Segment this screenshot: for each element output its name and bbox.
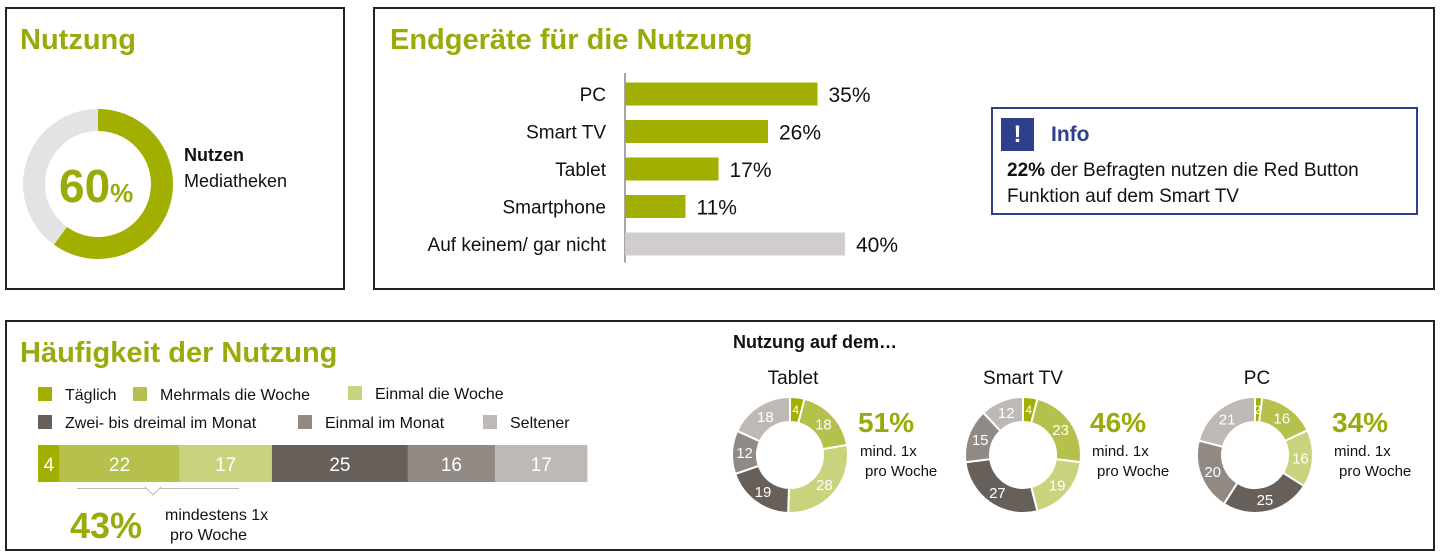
frequency-legend-swatch [348, 386, 362, 400]
info-box: ! Info 22% der Befragten nutzen die Red … [991, 107, 1418, 215]
frequency-summary-line1: mindestens 1x [165, 507, 269, 524]
devices-category-label: Smartphone [502, 198, 606, 219]
devices-value-label: 11% [697, 197, 737, 220]
frequency-legend-swatch [38, 387, 52, 401]
device-donut-value-label: 19 [1049, 477, 1066, 494]
device-donut-value-label: 15 [972, 432, 989, 449]
frequency-legend-label: Täglich [65, 387, 117, 404]
frequency-summary-line2: pro Woche [170, 527, 248, 544]
frequency-segment-label: 25 [329, 455, 350, 476]
usage-percent-sign: % [110, 178, 134, 208]
device-donut-value-label: 20 [1204, 464, 1221, 481]
device-donut-value-label: 4 [792, 403, 799, 417]
frequency-segment-label: 17 [531, 455, 552, 476]
frequency-segment-label: 17 [215, 455, 236, 476]
exclamation-glyph: ! [1013, 121, 1022, 148]
device-donut-summary-value: 46% [1090, 407, 1146, 438]
frequency-right-title: Nutzung auf dem… [733, 332, 897, 352]
frequency-legend-label: Einmal die Woche [375, 386, 504, 403]
usage-donut-slice [23, 109, 98, 245]
device-donut-value-label: 23 [1052, 422, 1069, 439]
devices-value-label: 26% [779, 122, 821, 145]
device-donut-value-label: 27 [989, 485, 1006, 502]
exclamation-icon: ! [1001, 118, 1034, 151]
devices-title: Endgeräte für die Nutzung [390, 24, 753, 56]
device-donut-summary-value: 51% [858, 407, 914, 438]
info-text: 22% der Befragten nutzen die Red Button … [1007, 158, 1359, 210]
device-donut-value-label: 19 [755, 484, 772, 501]
device-donut-slice [981, 395, 1024, 433]
usage-label-bold: Nutzen [184, 145, 244, 165]
devices-bar [625, 195, 686, 218]
devices-category-label: Auf keinem/ gar nicht [428, 235, 607, 256]
device-donut-value-label: 18 [757, 409, 774, 426]
usage-percent-value: 60 [59, 160, 111, 212]
device-donut-value-label: 16 [1273, 411, 1290, 428]
frequency-legend-label: Seltener [510, 415, 570, 432]
device-donut-value-label: 12 [998, 405, 1015, 422]
frequency-legend-swatch [483, 415, 497, 429]
devices-category-label: Smart TV [526, 123, 606, 144]
devices-value-label: 40% [856, 234, 898, 257]
device-donut-summary-line2: pro Woche [1339, 463, 1411, 480]
device-donut-value-label: 12 [736, 445, 753, 462]
devices-value-label: 35% [829, 84, 871, 107]
usage-label: Mediatheken [184, 171, 288, 191]
frequency-segment-label: 22 [109, 455, 130, 476]
device-donut-slice [735, 395, 791, 443]
devices-bar [625, 232, 845, 256]
frequency-title: Häufigkeit der Nutzung [20, 337, 338, 369]
device-donut-summary-line1: mind. 1x [1092, 443, 1149, 460]
frequency-segment [179, 445, 272, 482]
frequency-segment [407, 445, 495, 482]
device-donut-title: Smart TV [983, 368, 1063, 389]
device-donut-value-label: 18 [815, 417, 832, 434]
devices-bar [625, 157, 719, 181]
frequency-segment [59, 445, 180, 482]
device-donut-value-label: 4 [1025, 403, 1032, 417]
devices-bar [625, 82, 818, 106]
frequency-legend-swatch [133, 387, 147, 401]
info-title: Info [1051, 123, 1090, 146]
info-text-bold: 22% [1007, 160, 1046, 181]
device-donut-value-label: 21 [1219, 411, 1236, 428]
frequency-summary-value: 43% [70, 505, 143, 546]
device-donut-title: PC [1244, 368, 1270, 389]
frequency-legend-swatch [298, 415, 312, 429]
frequency-panel [5, 320, 1435, 551]
usage-title: Nutzung [20, 24, 136, 56]
frequency-segment [271, 445, 408, 482]
device-donut-summary-line2: pro Woche [865, 463, 937, 480]
device-donut-value-label: 25 [1257, 492, 1274, 509]
info-text-line1: der Befragten nutzen die Red Button [1050, 160, 1359, 181]
frequency-segment-label: 4 [44, 455, 55, 476]
device-donut-title: Tablet [768, 368, 819, 389]
devices-value-label: 17% [730, 159, 772, 182]
devices-category-label: PC [580, 85, 606, 106]
frequency-legend-label: Zwei- bis dreimal im Monat [65, 415, 257, 432]
devices-bar [625, 120, 768, 143]
device-donut-value-label: 16 [1292, 450, 1309, 467]
frequency-legend-label: Mehrmals die Woche [160, 387, 310, 404]
device-donut-summary-line2: pro Woche [1097, 463, 1169, 480]
devices-category-label: Tablet [555, 160, 606, 181]
info-text-line2: Funktion auf dem Smart TV [1007, 186, 1239, 207]
frequency-legend-swatch [38, 415, 52, 429]
usage-percent: 60% [59, 159, 133, 213]
frequency-legend-label: Einmal im Monat [325, 415, 445, 432]
device-donut-summary-value: 34% [1332, 407, 1388, 438]
usage-donut-slice [53, 109, 174, 259]
device-donut-value-label: 2 [1255, 403, 1262, 417]
device-donut-summary-line1: mind. 1x [860, 443, 917, 460]
frequency-segment [494, 445, 588, 482]
frequency-segment [38, 445, 60, 482]
frequency-segment-label: 16 [441, 455, 462, 476]
device-donut-value-label: 28 [816, 477, 833, 494]
device-donut-slice [1197, 395, 1256, 449]
device-donut-summary-line1: mind. 1x [1334, 443, 1391, 460]
